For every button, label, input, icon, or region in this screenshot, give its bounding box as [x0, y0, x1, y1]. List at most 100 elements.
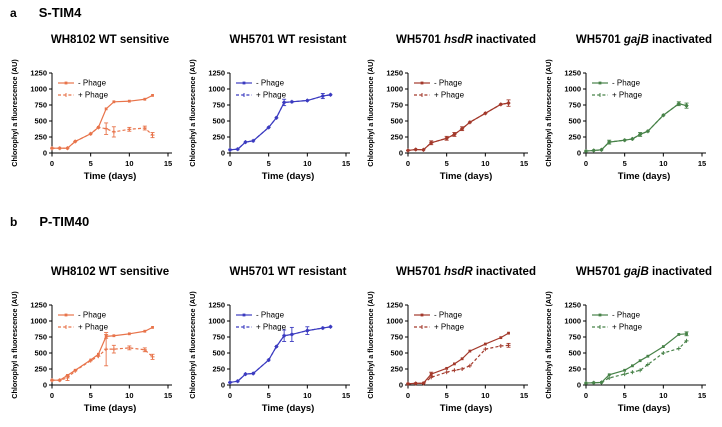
panel-a-letter: a: [10, 6, 17, 20]
y-tick-label: 1250: [208, 301, 225, 310]
x-tick-label: 10: [481, 391, 489, 400]
chart-canvas-a1: 0 250 500 750 1000 1250 0 5 10 15 Time (days) Chlor…: [8, 50, 186, 190]
x-axis-title: Time (days): [618, 171, 671, 182]
x-tick-label: 5: [623, 391, 627, 400]
data-point: [453, 362, 456, 366]
y-tick-label: 0: [577, 381, 581, 390]
y-axis-title: Chlorophyl a fluorescence (AU): [10, 291, 19, 399]
chart-cell-b1: WH8102 WT sensitive 0 250 500 750 1000 1250 0 5…: [8, 266, 186, 422]
data-point: [483, 342, 487, 346]
series-minus-phage: [406, 331, 510, 386]
chart-title-a1: WH8102 WT sensitive: [8, 34, 186, 50]
y-tick-label: 250: [568, 133, 581, 142]
data-point: [112, 334, 116, 338]
x-tick-label: 5: [445, 391, 449, 400]
y-tick-label: 500: [212, 349, 225, 358]
y-axis-title: Chlorophyl a fluorescence (AU): [188, 291, 197, 399]
legend: - Phage + Phage: [236, 79, 287, 100]
series-line: [52, 126, 153, 149]
y-axis-title: Chlorophyl a fluorescence (AU): [544, 291, 553, 399]
data-point: [468, 349, 472, 353]
y-tick-label: 750: [390, 333, 403, 342]
y-tick-label: 500: [34, 117, 47, 126]
x-tick-label: 5: [445, 159, 449, 168]
axis-lines: [51, 73, 172, 154]
series-line: [52, 326, 153, 381]
panel-a-header: a S-TIM4: [8, 5, 722, 21]
series-minus-phage: [584, 101, 689, 153]
y-tick-label: 1000: [564, 85, 581, 94]
panel-b-letter: b: [10, 215, 18, 229]
x-tick-label: 15: [164, 391, 172, 400]
legend: - Phage + Phage: [236, 311, 287, 332]
legend-marker: [242, 313, 246, 317]
y-tick-label: 0: [43, 381, 47, 390]
y-tick-label: 1000: [208, 85, 225, 94]
x-tick-label: 0: [406, 159, 410, 168]
x-tick-label: 0: [584, 159, 588, 168]
legend-marker: [420, 81, 424, 85]
chart-canvas-b3: 0 250 500 750 1000 1250 0 5 10 15 Time (days) Chlor…: [364, 282, 542, 422]
series-minus-phage: [50, 326, 154, 382]
y-tick-label: 0: [221, 381, 225, 390]
title-text: WH5701 WT resistant: [229, 34, 347, 46]
chart-canvas-b4: 0 250 500 750 1000 1250 0 5 10 15 Time (days) Chlor…: [542, 282, 720, 422]
chart-cell-b2: WH5701 WT resistant 0 250 500 750 1000 1250 0 5…: [186, 266, 364, 422]
chart-svg: 0 250 500 750 1000 1250 0 5 10 15 Time (days) Chlor…: [10, 291, 172, 414]
data-point: [143, 329, 147, 333]
x-tick-label: 5: [267, 159, 271, 168]
legend-label: - Phage: [78, 311, 107, 320]
x-tick-label: 15: [342, 159, 350, 168]
x-tick-label: 10: [659, 391, 667, 400]
title-text: inactivated: [648, 266, 713, 278]
chart-svg: 0 250 500 750 1000 1250 0 5 10 15 Time (days) Chlor…: [366, 291, 528, 414]
legend-label: + Phage: [612, 91, 643, 100]
x-tick-label: 15: [520, 391, 528, 400]
axes: [405, 72, 528, 157]
chart-svg: 0 250 500 750 1000 1250 0 5 10 15 Time (days) Chlor…: [10, 59, 172, 182]
x-axis-title: Time (days): [262, 171, 315, 182]
legend-label: - Phage: [256, 79, 285, 88]
data-point: [127, 332, 131, 336]
x-axis-title: Time (days): [262, 403, 315, 414]
chart-title-b4: WH5701 gajB inactivated: [542, 266, 720, 282]
series-line: [585, 103, 687, 152]
y-tick-label: 750: [212, 101, 225, 110]
series-plus-phage: [406, 342, 511, 386]
y-tick-label: 750: [34, 101, 47, 110]
x-tick-label: 15: [698, 391, 706, 400]
x-tick-label: 0: [50, 159, 54, 168]
data-point: [661, 345, 665, 348]
y-tick-label: 250: [568, 365, 581, 374]
data-point: [646, 354, 650, 358]
axes: [405, 304, 528, 389]
x-tick-label: 0: [228, 391, 232, 400]
chart-title-b3: WH5701 hsdR inactivated: [364, 266, 542, 282]
chart-svg: 0 250 500 750 1000 1250 0 5 10 15 Time (days) Chlor…: [544, 59, 706, 182]
x-tick-label: 5: [623, 159, 627, 168]
gene-name: hsdR: [443, 34, 473, 46]
data-point: [151, 94, 154, 97]
axes: [583, 304, 706, 389]
data-point: [607, 373, 611, 377]
data-point: [127, 99, 131, 103]
axes: [49, 72, 172, 157]
gene-name: gajB: [623, 34, 649, 46]
series-line: [229, 326, 331, 384]
y-tick-label: 250: [212, 133, 225, 142]
data-point: [104, 107, 108, 111]
chart-svg: 0 250 500 750 1000 1250 0 5 10 15 Time (days) Chlor…: [366, 59, 528, 182]
data-point: [631, 364, 634, 368]
chart-canvas-a3: 0 250 500 750 1000 1250 0 5 10 15 Time (days) Chlor…: [364, 50, 542, 190]
title-text: WH5701: [575, 266, 624, 278]
legend-label: + Phage: [256, 91, 287, 100]
x-tick-label: 10: [659, 159, 667, 168]
axis-lines: [407, 73, 528, 154]
y-tick-label: 1250: [386, 301, 403, 310]
series-line: [52, 94, 153, 149]
y-tick-label: 1250: [564, 301, 581, 310]
legend-label: + Phage: [78, 91, 109, 100]
data-point: [499, 336, 503, 340]
y-axis-title: Chlorophyl a fluorescence (AU): [10, 59, 19, 167]
legend-marker: [598, 81, 602, 85]
